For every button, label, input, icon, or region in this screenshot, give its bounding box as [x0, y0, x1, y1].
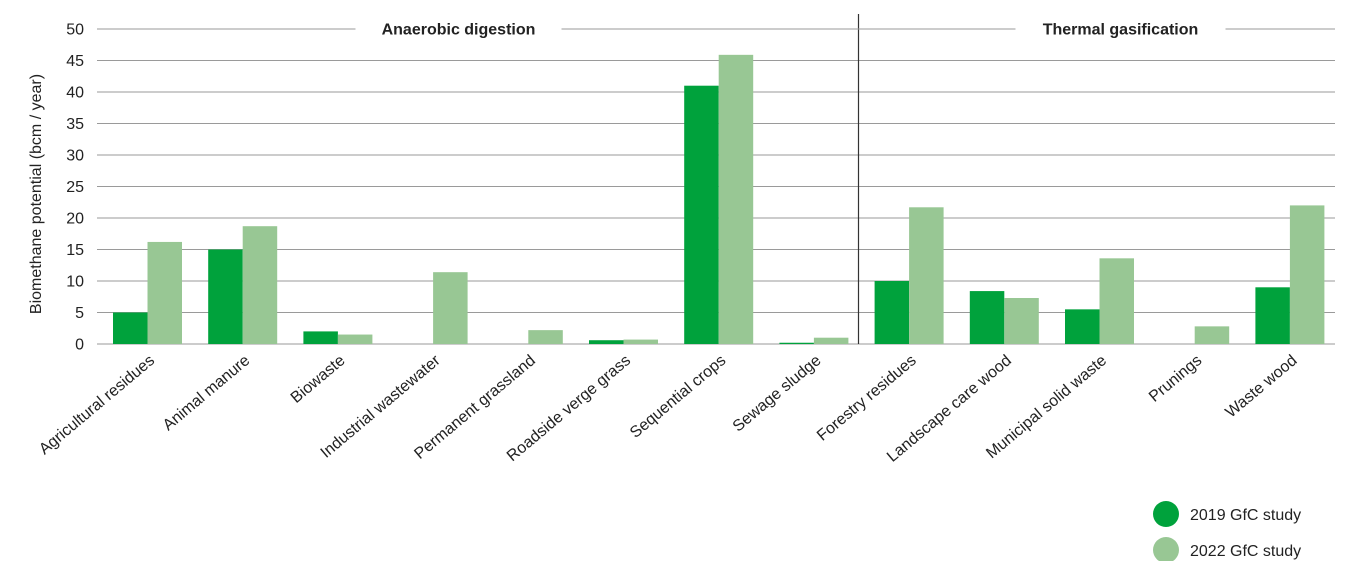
bar-2019-agricultural-residues — [113, 312, 148, 344]
y-tick-label: 40 — [66, 85, 84, 102]
bar-2022-sewage-sludge — [813, 337, 849, 344]
bar-2022-agricultural-residues — [147, 241, 182, 344]
legend-label: 2019 GfC study — [1190, 507, 1301, 524]
category-label: Biowaste — [288, 352, 349, 407]
y-tick-label: 30 — [66, 148, 84, 165]
bar-2022-prunings — [1194, 326, 1230, 344]
y-tick-label: 20 — [66, 211, 84, 228]
legend-label: 2022 GfC study — [1190, 543, 1301, 560]
bar-2019-sequential-crops — [684, 85, 719, 344]
category-label: Forestry residues — [814, 352, 920, 444]
bar-2019-biowaste — [303, 331, 338, 344]
section-headers: Anaerobic digestion Thermal gasification — [97, 14, 1335, 344]
bar-2022-sequential-crops — [718, 54, 754, 344]
category-label: Agricultural residues — [36, 352, 158, 458]
bar-2019-animal-manure — [208, 249, 243, 344]
bar-2019-landscape-care-wood — [969, 291, 1005, 344]
bar-2022-biowaste — [337, 334, 373, 344]
category-label: Sequential crops — [627, 352, 729, 442]
y-tick-label: 35 — [66, 116, 84, 133]
category-labels: Agricultural residues Animal manure Biowas… — [36, 352, 1300, 466]
y-tick-label: 15 — [66, 242, 84, 259]
category-label: Prunings — [1146, 352, 1205, 406]
y-tick-label: 10 — [66, 274, 84, 291]
y-tick-label: 0 — [75, 337, 84, 354]
bar-2019-sewage-sludge — [779, 342, 814, 344]
bar-2019-waste-wood — [1255, 287, 1290, 344]
bar-2022-permanent-grassland — [528, 330, 563, 344]
legend: 2019 GfC study 2022 GfC study — [1153, 501, 1301, 561]
legend-swatch — [1153, 501, 1179, 527]
group-header-label: Thermal gasification — [1043, 22, 1199, 39]
bar-2022-animal-manure — [242, 226, 278, 344]
bar-2022-roadside-verge-grass — [623, 339, 658, 344]
y-axis-label: Biomethane potential (bcm / year) — [28, 74, 45, 314]
bar-2019-roadside-verge-grass — [589, 340, 624, 344]
y-tick-label: 25 — [66, 179, 84, 196]
bar-2022-waste-wood — [1289, 205, 1325, 344]
bar-2019-forestry-residues — [874, 281, 910, 344]
category-label: Sewage sludge — [730, 352, 825, 435]
y-tick-label: 50 — [66, 22, 84, 39]
legend-swatch — [1153, 537, 1179, 561]
y-tick-label: 45 — [66, 53, 84, 70]
group-header-label: Anaerobic digestion — [382, 22, 536, 39]
bar-2022-industrial-wastewater — [433, 272, 468, 344]
bar-2022-municipal-solid-waste — [1099, 258, 1134, 344]
bar-2022-landscape-care-wood — [1004, 298, 1039, 344]
bars — [113, 54, 1325, 344]
y-tick-label: 5 — [75, 305, 84, 322]
category-label: Animal manure — [160, 352, 253, 434]
category-label: Waste wood — [1223, 352, 1301, 421]
bar-2019-municipal-solid-waste — [1065, 309, 1100, 344]
bar-2022-forestry-residues — [909, 207, 944, 344]
y-axis-ticks: 0 5 10 15 20 25 30 35 40 45 50 — [66, 22, 84, 354]
